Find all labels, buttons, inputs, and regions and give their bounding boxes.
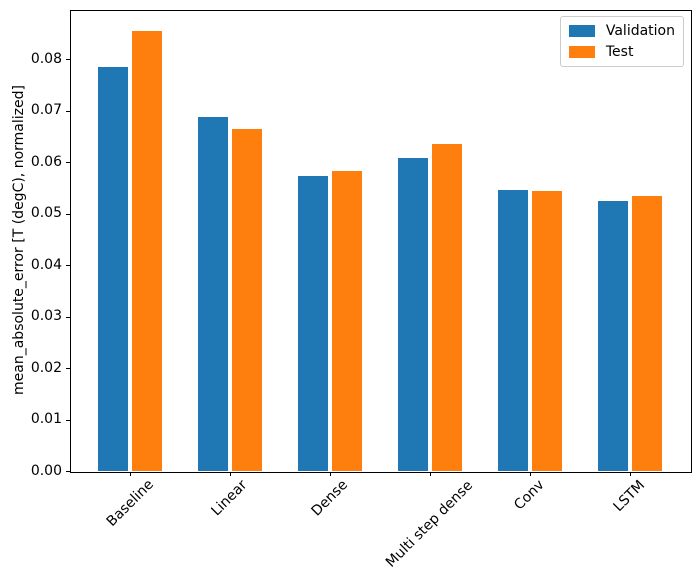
y-tick-label: 0.00	[30, 462, 62, 479]
bar-test-multi-step-dense	[431, 144, 462, 471]
y-tick-label: 0.06	[30, 153, 62, 170]
y-tick-mark	[66, 59, 70, 61]
x-tick-label-conv: Conv	[511, 477, 548, 514]
x-tick-label-linear: Linear	[208, 477, 251, 520]
y-tick-label: 0.08	[30, 50, 62, 67]
y-tick-label: 0.05	[30, 205, 62, 222]
x-tick-label-dense: Dense	[308, 476, 352, 520]
y-tick-label: 0.04	[30, 256, 62, 273]
legend-item-validation: Validation	[568, 23, 675, 39]
y-tick-mark	[66, 265, 70, 267]
x-tick-label-lstm: LSTM	[610, 476, 649, 515]
legend: Validation Test	[559, 16, 684, 67]
x-tick-mark	[330, 472, 332, 476]
x-tick-label-baseline: Baseline	[103, 476, 157, 531]
y-tick-label: 0.01	[30, 411, 62, 428]
y-tick-label: 0.07	[30, 102, 62, 119]
bar-validation-lstm	[597, 200, 628, 471]
legend-label-test: Test	[605, 44, 634, 60]
bar-validation-linear	[198, 117, 229, 471]
x-tick-mark	[429, 472, 431, 476]
x-tick-mark	[529, 472, 531, 476]
bar-test-linear	[232, 129, 263, 471]
bar-test-dense	[332, 171, 362, 471]
x-tick-mark	[130, 472, 132, 476]
y-tick-mark	[66, 110, 70, 112]
y-tick-mark	[66, 419, 70, 421]
x-tick-mark	[629, 472, 631, 476]
y-tick-mark	[66, 368, 70, 370]
x-tick-label-multi-step-dense: Multi step dense	[382, 477, 477, 571]
legend-item-test: Test	[568, 44, 675, 60]
bar-validation-baseline	[98, 66, 129, 471]
y-tick-label: 0.03	[30, 308, 62, 325]
legend-label-validation: Validation	[605, 23, 675, 39]
validation-swatch-icon	[568, 25, 595, 37]
x-tick-mark	[230, 472, 232, 476]
bar-test-lstm	[631, 196, 662, 471]
bar-validation-multi-step-dense	[397, 158, 428, 471]
y-tick-mark	[66, 316, 70, 318]
bar-validation-dense	[298, 176, 329, 471]
plot-area: Validation Test	[70, 10, 692, 473]
test-swatch-icon	[568, 46, 595, 58]
bar-test-baseline	[132, 31, 163, 471]
y-tick-mark	[66, 471, 70, 472]
y-tick-label: 0.02	[30, 359, 62, 376]
bar-validation-conv	[497, 190, 528, 471]
y-tick-mark	[66, 213, 70, 215]
y-tick-mark	[66, 162, 70, 164]
bar-test-conv	[531, 191, 562, 471]
y-axis-label: mean_absolute_error [T (degC), normalize…	[11, 85, 27, 395]
